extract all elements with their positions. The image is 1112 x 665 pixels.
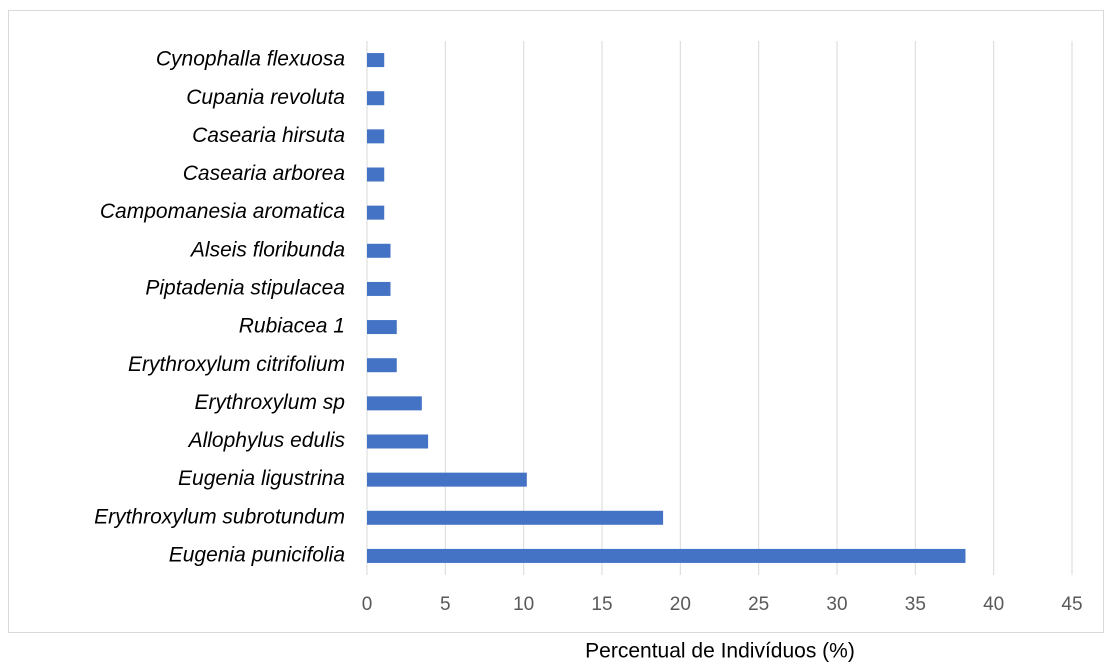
bar	[367, 205, 385, 220]
bar	[367, 167, 385, 182]
bar	[367, 510, 664, 525]
bar	[367, 320, 397, 335]
y-tick-label: Eugenia punicifolia	[169, 543, 345, 566]
x-tick-label: 25	[748, 594, 769, 615]
y-tick-label: Alseis floribunda	[189, 238, 345, 261]
y-tick-label: Erythroxylum subrotundum	[94, 505, 345, 528]
x-tick-label: 20	[670, 594, 691, 615]
y-tick-label: Erythroxylum sp	[194, 391, 345, 414]
y-tick-label: Campomanesia aromatica	[100, 200, 345, 223]
bar	[367, 358, 397, 373]
x-axis-title: Percentual de Indivíduos (%)	[585, 640, 855, 663]
x-tick-label: 10	[513, 594, 534, 615]
y-tick-label: Erythroxylum citrifolium	[128, 353, 345, 376]
bar	[367, 396, 422, 411]
x-tick-label: 5	[440, 594, 451, 615]
bar	[367, 91, 385, 106]
bar	[367, 53, 385, 68]
chart-border	[8, 10, 1104, 633]
y-tick-label: Casearia arborea	[183, 162, 345, 185]
y-tick-label: Eugenia ligustrina	[178, 467, 345, 490]
x-tick-label: 15	[591, 594, 612, 615]
x-tick-label: 40	[983, 594, 1004, 615]
x-tick-label: 35	[905, 594, 926, 615]
bar	[367, 243, 391, 258]
bar	[367, 472, 527, 487]
y-tick-label: Casearia hirsuta	[192, 124, 345, 147]
x-tick-label: 30	[826, 594, 847, 615]
y-tick-label: Cupania revoluta	[186, 86, 345, 109]
bar	[367, 129, 385, 144]
x-tick-label: 0	[362, 594, 373, 615]
bar	[367, 548, 966, 563]
y-tick-label: Piptadenia stipulacea	[145, 276, 345, 299]
bar	[367, 281, 391, 296]
bar	[367, 434, 429, 449]
x-tick-label: 45	[1061, 594, 1082, 615]
y-tick-label: Allophylus edulis	[187, 429, 346, 452]
y-tick-label: Cynophalla flexuosa	[156, 48, 345, 71]
y-tick-label: Rubiacea 1	[239, 315, 345, 338]
